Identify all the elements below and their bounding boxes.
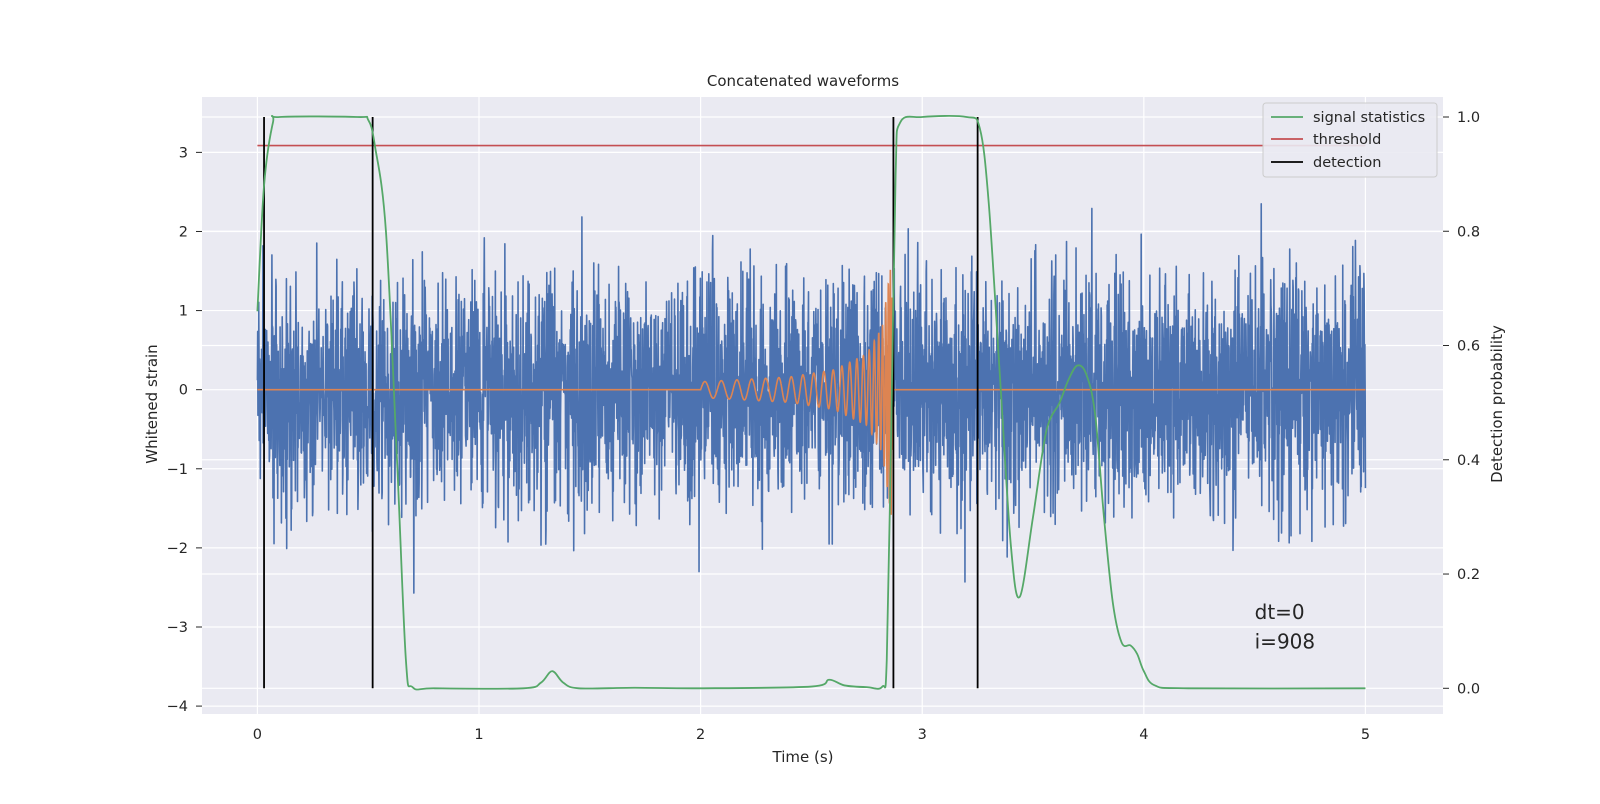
legend-label-signal-statistics: signal statistics <box>1313 110 1425 126</box>
annotations: dt=0 i=908 <box>1255 600 1316 653</box>
x-tick-label: 1 <box>474 727 483 743</box>
y-axis-label: Whitened strain <box>143 344 161 463</box>
x-tick-labels: 0 1 2 3 4 5 <box>253 727 1370 743</box>
y2-tick-label: 1.0 <box>1457 110 1480 126</box>
y-tick-label: −2 <box>167 541 188 557</box>
y2-tick-labels: 0.0 0.2 0.4 0.6 0.8 1.0 <box>1457 110 1480 697</box>
x-axis-label: Time (s) <box>772 748 834 766</box>
legend: signal statistics threshold detection <box>1262 102 1438 178</box>
y-tick-label: 3 <box>179 145 188 161</box>
x-tick-label: 0 <box>253 727 262 743</box>
x-tick-label: 5 <box>1361 727 1370 743</box>
y2-tick-label: 0.0 <box>1457 681 1480 697</box>
series-signal-statistics-line <box>256 115 1366 691</box>
annotation-text: i=908 <box>1255 629 1316 653</box>
series-layer <box>256 115 1367 691</box>
y-tick-label: −1 <box>167 462 188 478</box>
annotation-text: dt=0 <box>1255 600 1305 624</box>
x-tick-label: 4 <box>1139 727 1148 743</box>
y-tick-label: −4 <box>167 699 188 715</box>
legend-box <box>1262 102 1438 178</box>
y-tick-label: 1 <box>179 304 188 320</box>
x-tick-label: 2 <box>696 727 705 743</box>
series-injected-chirp-line <box>257 269 1366 515</box>
y2-axis-label: Detection probability <box>1488 325 1506 483</box>
legend-label-threshold: threshold <box>1313 132 1381 148</box>
y-tick-label: −3 <box>167 620 188 636</box>
series-whitened-strain-line <box>256 203 1367 594</box>
legend-label-detection: detection <box>1313 155 1381 171</box>
y-tick-labels: −4 −3 −2 −1 0 1 2 3 <box>167 145 188 715</box>
y2-tick-label: 0.6 <box>1457 339 1480 355</box>
y2-tick-label: 0.4 <box>1457 453 1480 469</box>
y-tick-label: 2 <box>179 224 188 240</box>
y2-tick-label: 0.2 <box>1457 567 1480 583</box>
chart-title: Concatenated waveforms <box>707 72 899 90</box>
y2-tick-label: 0.8 <box>1457 224 1480 240</box>
x-tick-label: 3 <box>918 727 927 743</box>
y-tick-label: 0 <box>179 383 188 399</box>
